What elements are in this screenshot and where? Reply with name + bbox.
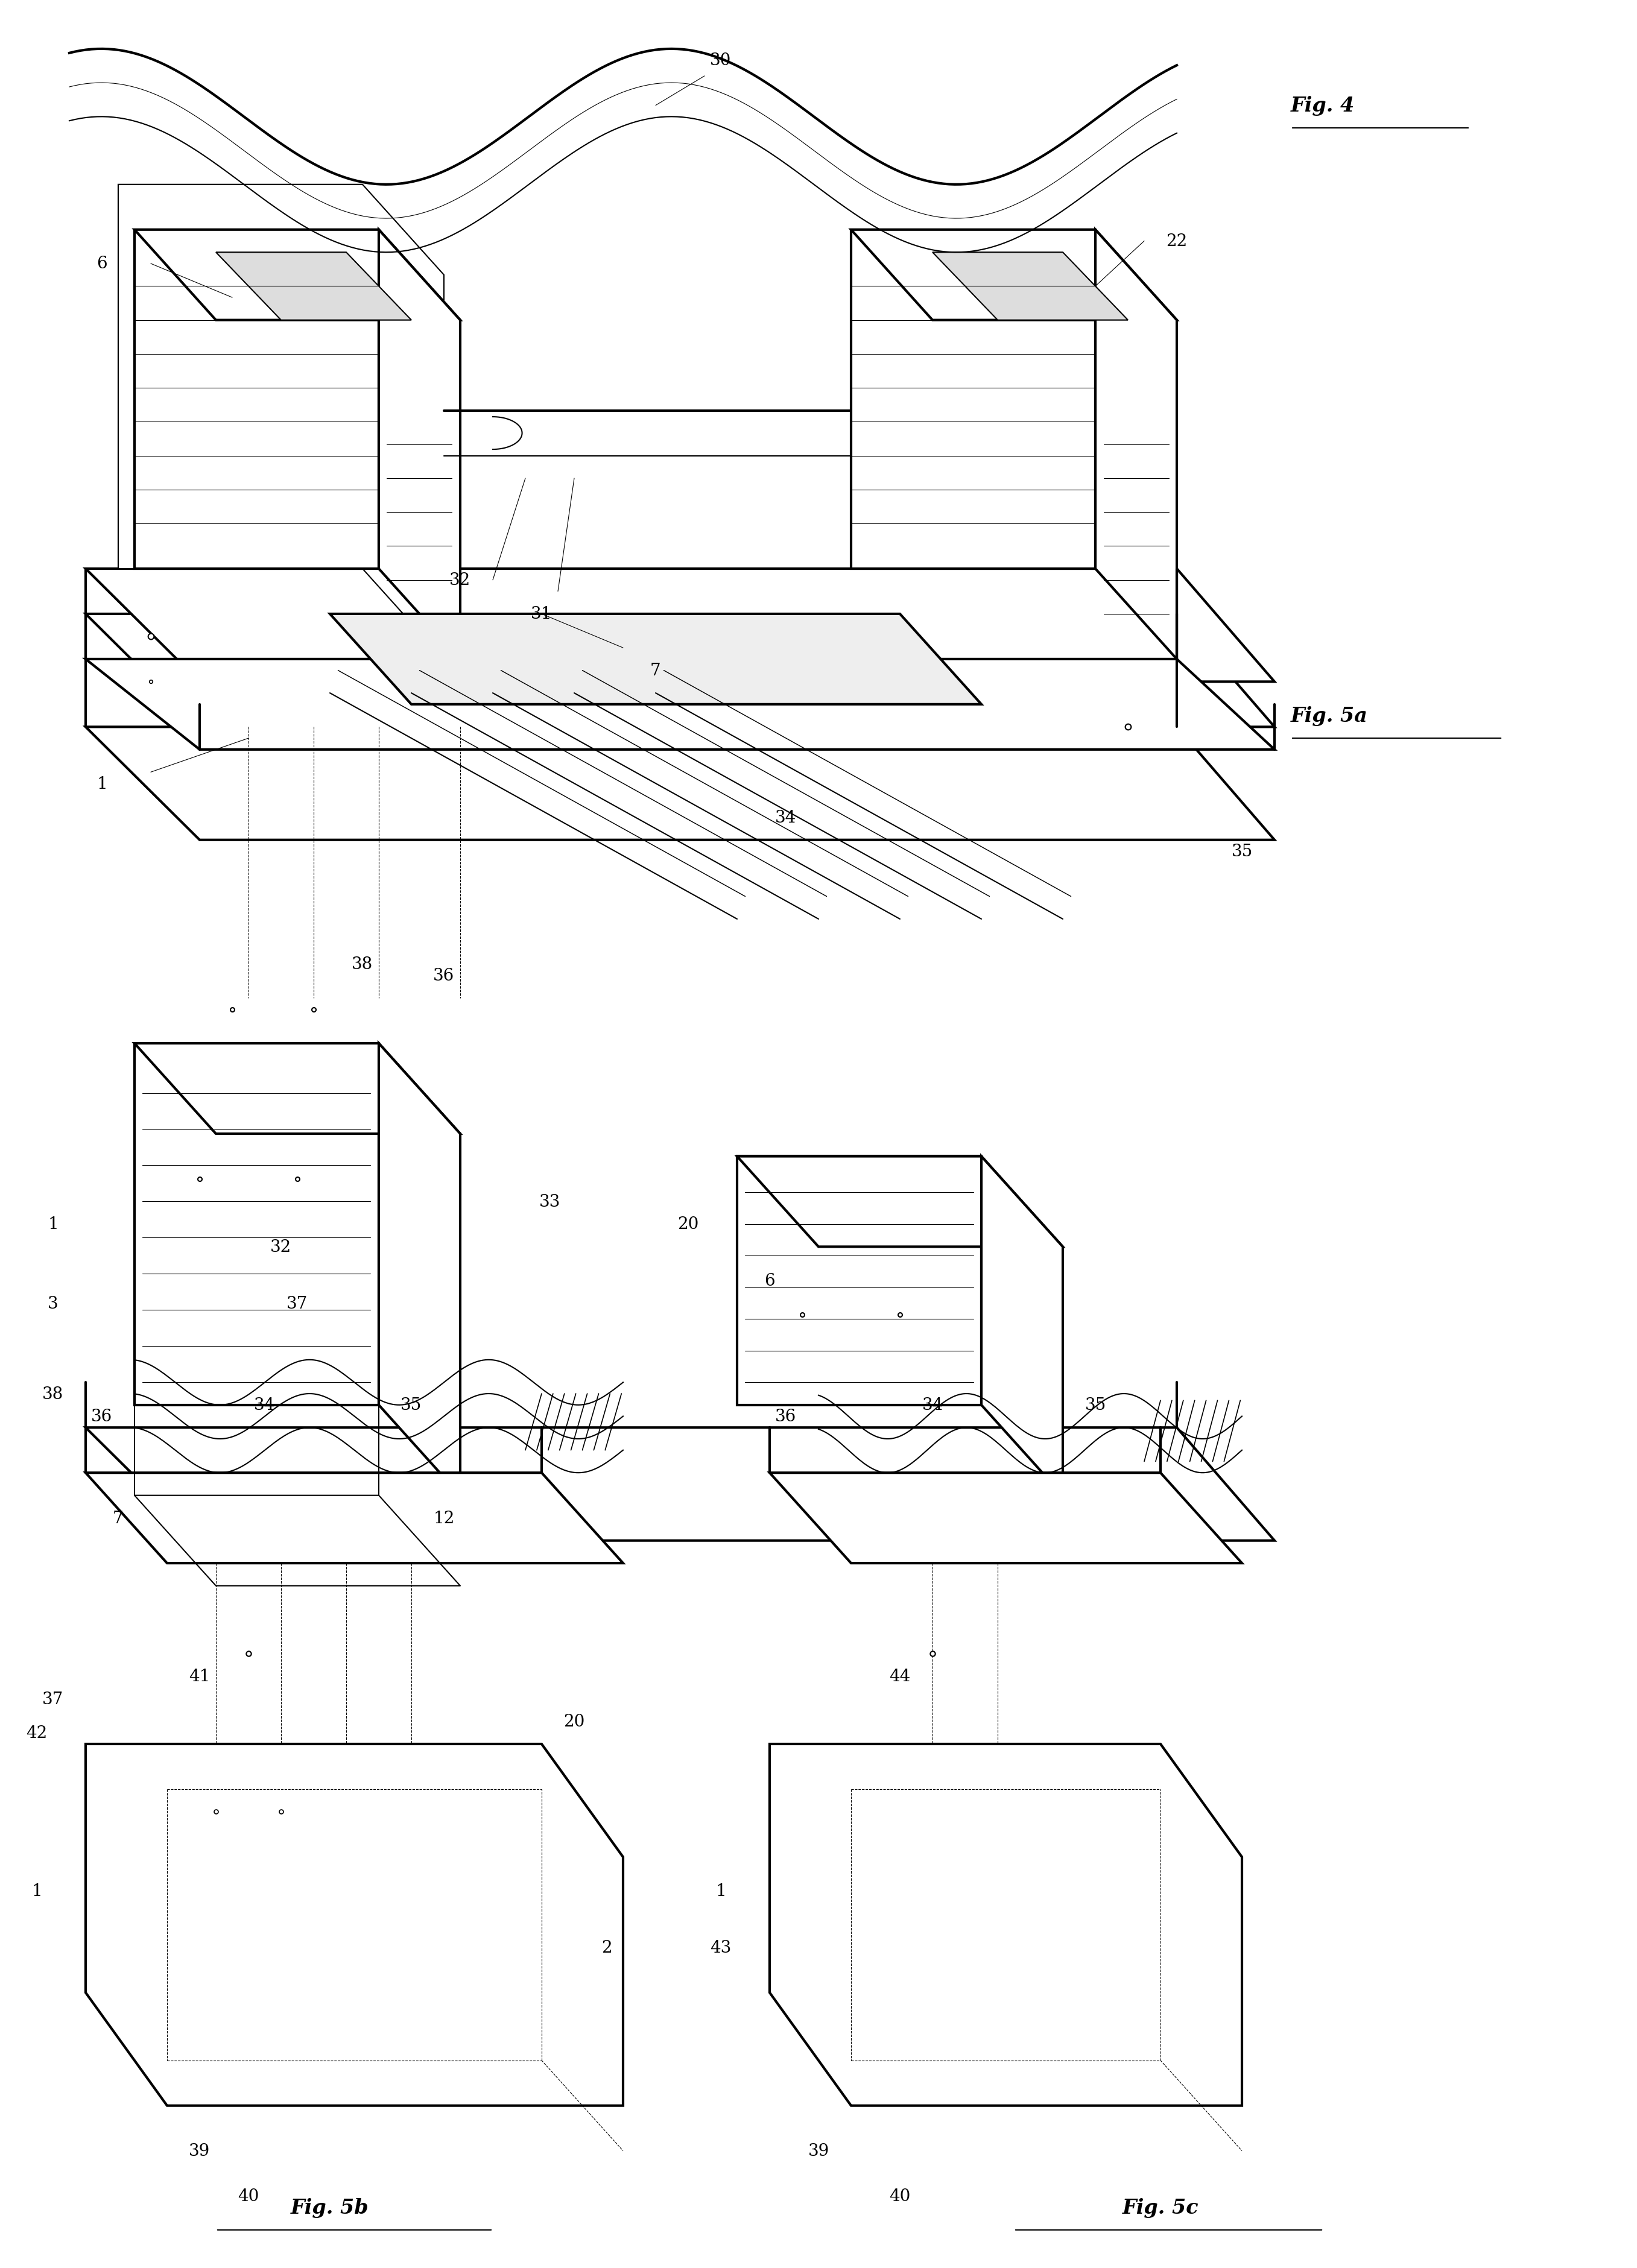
Polygon shape — [85, 1744, 624, 2105]
Text: 7: 7 — [650, 662, 661, 678]
Text: 34: 34 — [254, 1397, 275, 1413]
Text: 39: 39 — [188, 2143, 210, 2159]
Text: 2: 2 — [601, 1939, 612, 1955]
Text: Fig. 4: Fig. 4 — [1292, 95, 1355, 116]
Text: 1: 1 — [47, 1216, 59, 1232]
Text: 22: 22 — [1166, 234, 1187, 249]
Polygon shape — [851, 229, 1177, 320]
Text: 37: 37 — [43, 1690, 64, 1708]
Polygon shape — [1095, 229, 1177, 660]
Text: 37: 37 — [286, 1295, 308, 1311]
Polygon shape — [981, 1157, 1062, 1495]
Text: 1: 1 — [97, 776, 108, 792]
Text: 36: 36 — [776, 1408, 797, 1424]
Polygon shape — [85, 1472, 624, 1563]
Text: 40: 40 — [889, 2189, 910, 2204]
Polygon shape — [134, 1043, 460, 1134]
Text: 32: 32 — [450, 572, 471, 587]
Polygon shape — [737, 1157, 981, 1406]
Text: 36: 36 — [92, 1408, 113, 1424]
Text: 39: 39 — [809, 2143, 828, 2159]
Text: 1: 1 — [715, 1882, 727, 1898]
Polygon shape — [134, 1043, 378, 1406]
Text: Fig. 5c: Fig. 5c — [1123, 2198, 1198, 2218]
Text: 36: 36 — [434, 968, 455, 984]
Text: 44: 44 — [889, 1669, 910, 1685]
Text: 42: 42 — [26, 1724, 47, 1742]
Polygon shape — [85, 569, 1275, 683]
Text: 40: 40 — [237, 2189, 259, 2204]
Text: 7: 7 — [113, 1510, 123, 1526]
Polygon shape — [331, 615, 981, 705]
Polygon shape — [85, 728, 1275, 839]
Text: 30: 30 — [710, 52, 732, 68]
Polygon shape — [737, 1157, 1062, 1247]
Polygon shape — [769, 1744, 1242, 2105]
Text: 31: 31 — [530, 606, 552, 621]
Polygon shape — [85, 660, 1275, 751]
Text: 20: 20 — [563, 1712, 584, 1730]
Text: 35: 35 — [401, 1397, 422, 1413]
Text: 38: 38 — [43, 1386, 64, 1402]
Text: 1: 1 — [31, 1882, 43, 1898]
Polygon shape — [769, 1472, 1242, 1563]
Text: 34: 34 — [922, 1397, 943, 1413]
Text: 33: 33 — [539, 1193, 560, 1209]
Text: 3: 3 — [47, 1295, 59, 1311]
Polygon shape — [85, 1429, 1275, 1540]
Text: 34: 34 — [776, 810, 797, 826]
Text: 35: 35 — [1085, 1397, 1107, 1413]
Text: 12: 12 — [434, 1510, 455, 1526]
Text: 6: 6 — [764, 1272, 774, 1288]
Text: Fig. 5b: Fig. 5b — [291, 2198, 368, 2218]
Text: 20: 20 — [678, 1216, 699, 1232]
Polygon shape — [378, 229, 460, 660]
Text: Fig. 5a: Fig. 5a — [1292, 705, 1369, 726]
Polygon shape — [851, 229, 1095, 569]
Polygon shape — [118, 186, 444, 660]
Text: 38: 38 — [352, 957, 373, 973]
Polygon shape — [134, 229, 378, 569]
Polygon shape — [134, 229, 460, 320]
Polygon shape — [378, 1043, 460, 1495]
Text: 6: 6 — [97, 256, 106, 272]
Polygon shape — [216, 252, 411, 320]
Text: 41: 41 — [188, 1669, 210, 1685]
Text: 32: 32 — [270, 1238, 291, 1254]
Text: 35: 35 — [1231, 844, 1252, 860]
Polygon shape — [85, 615, 1275, 728]
Polygon shape — [933, 252, 1128, 320]
Text: 43: 43 — [710, 1939, 732, 1955]
